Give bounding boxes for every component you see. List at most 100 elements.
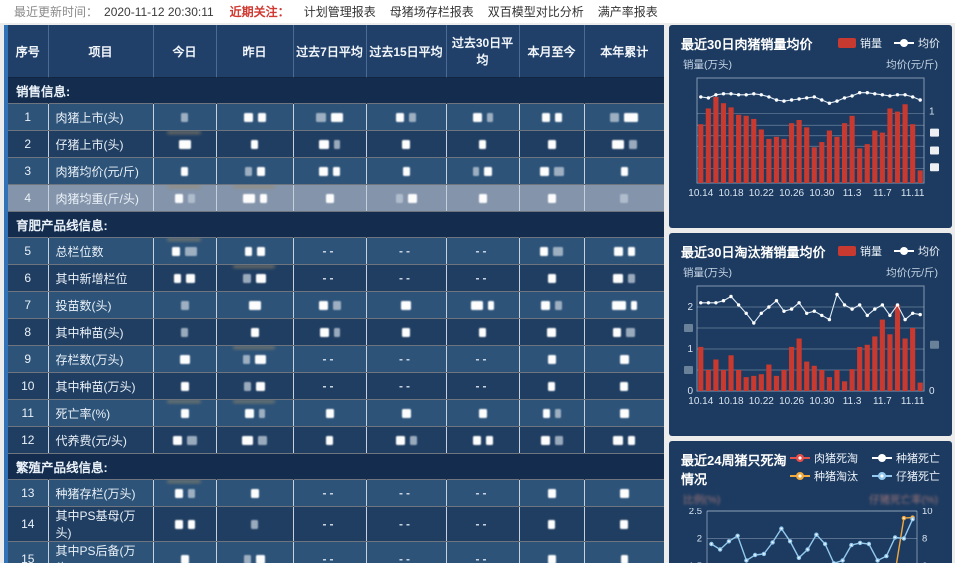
redaction-smudge (233, 346, 276, 349)
redacted-value (185, 247, 197, 257)
panel-cull-pig-sales-price: 最近30日淘汰猪销量均价 销量 均价 销量(万头) 均价(元/斤) 10.14 10… (669, 233, 952, 436)
redacted-value (181, 113, 188, 123)
value-cell (366, 399, 447, 427)
legend-label: 均价 (918, 38, 940, 50)
line-dot-swatch-icon (872, 453, 892, 463)
redacted-value (547, 274, 556, 284)
redacted-value (178, 140, 191, 150)
value-cell (366, 130, 447, 158)
svg-text:11.7: 11.7 (873, 396, 892, 407)
chart-legend: 销量 均价 (838, 243, 940, 259)
redacted-value (179, 355, 190, 365)
value-cell (519, 237, 585, 265)
table-row-10[interactable]: 10 其中种苗(万头) -- -- -- (8, 372, 664, 400)
table-row-12[interactable]: 12 代养费(元/头) (8, 426, 664, 454)
value-cell (216, 318, 294, 346)
col-header-1: 项目 (48, 25, 154, 78)
value-cell (584, 479, 664, 507)
redacted-value (627, 247, 635, 257)
y-right-axis-label: 均价(元/斤) (886, 267, 938, 279)
value-cell (153, 157, 217, 185)
chart-title: 最近30日肉猪销量均价 (681, 37, 813, 52)
line-dot-swatch-icon (872, 471, 892, 481)
menu-item-2[interactable]: 母猪场存栏报表 (389, 5, 474, 19)
table-row-9[interactable]: 9 存栏数(万头) -- -- -- (8, 345, 664, 373)
value-cell (519, 264, 585, 292)
value-cell (153, 426, 217, 454)
empty-value-dash: -- (322, 379, 337, 393)
table-row-6[interactable]: 6 其中新增栏位 -- -- -- (8, 264, 664, 292)
redacted-value (613, 247, 623, 257)
row-number: 4 (8, 184, 49, 212)
redacted-value (620, 194, 629, 204)
table-row-1[interactable]: 1 肉猪上市(头) (8, 103, 664, 131)
redacted-value (613, 274, 624, 284)
redacted-value (547, 489, 556, 499)
redacted-value (619, 489, 629, 499)
empty-value-dash: -- (399, 379, 413, 393)
value-cell (153, 399, 217, 427)
row-item-name: 其中种苗(万头) (48, 372, 154, 400)
value-cell (153, 506, 217, 542)
table-row-5[interactable]: 5 总栏位数 -- -- -- (8, 237, 664, 265)
svg-text:8: 8 (922, 534, 927, 545)
value-cell (584, 264, 664, 292)
menu-item-4[interactable]: 满产率报表 (597, 5, 658, 19)
redaction-smudge (233, 185, 276, 188)
value-cell (153, 264, 217, 292)
col-header-6: 过去30日平均 (446, 25, 520, 78)
legend-item-仔猪死亡[interactable]: 仔猪死亡 (872, 468, 940, 484)
menu-item-1[interactable]: 计划管理报表 (303, 5, 376, 19)
value-cell: -- (293, 541, 367, 563)
redacted-value (251, 520, 258, 530)
empty-value-dash: -- (399, 271, 413, 285)
legend-item-均价[interactable]: 均价 (894, 35, 940, 51)
redacted-value (547, 328, 556, 338)
value-cell: -- (293, 372, 367, 400)
redacted-value (333, 328, 340, 338)
line-dot-swatch-icon (790, 453, 810, 463)
legend-item-销量[interactable]: 销量 (838, 35, 882, 51)
table-row-8[interactable]: 8 其中种苗(头) (8, 318, 664, 346)
value-cell (366, 318, 447, 346)
row-number: 5 (8, 237, 49, 265)
redacted-value (409, 113, 416, 123)
table-row-13[interactable]: 13 种猪存栏(万头) -- -- -- (8, 479, 664, 507)
redacted-value (248, 301, 261, 311)
menu-item-3[interactable]: 双百模型对比分析 (487, 5, 584, 19)
redacted-value (619, 355, 629, 365)
table-row-3[interactable]: 3 肉猪均价(元/斤) (8, 157, 664, 185)
chart-title: 最近30日淘汰猪销量均价 (681, 245, 826, 260)
value-cell: -- (366, 264, 447, 292)
redacted-value (242, 194, 255, 204)
legend-item-销量[interactable]: 销量 (838, 243, 882, 259)
legend-item-种猪死亡[interactable]: 种猪死亡 (872, 450, 940, 466)
redacted-value (326, 436, 333, 446)
value-cell (153, 479, 217, 507)
redacted-value (258, 409, 265, 419)
table-row-7[interactable]: 7 投苗数(头) (8, 291, 664, 319)
redacted-value (244, 555, 251, 563)
col-header-8: 本年累计 (584, 25, 664, 78)
redacted-value (401, 409, 411, 419)
value-cell (216, 130, 294, 158)
row-item-name: 肉猪上市(头) (48, 103, 154, 131)
value-cell (216, 479, 294, 507)
row-number: 12 (8, 426, 49, 454)
legend-item-肉猪死淘[interactable]: 肉猪死淘 (790, 450, 858, 466)
empty-value-dash: -- (322, 271, 337, 285)
value-cell (446, 184, 520, 212)
redacted-value (319, 328, 329, 338)
value-cell (519, 318, 585, 346)
row-item-name: 投苗数(头) (48, 291, 154, 319)
table-row-4[interactable]: 4 肉猪均重(斤/头) (8, 184, 664, 212)
legend-item-均价[interactable]: 均价 (894, 243, 940, 259)
table-row-14[interactable]: 14 其中PS基母(万头) -- -- -- (8, 506, 664, 542)
redacted-value (624, 113, 639, 123)
empty-value-dash: -- (475, 517, 490, 531)
table-row-2[interactable]: 2 仔猪上市(头) (8, 130, 664, 158)
legend-item-种猪淘汰[interactable]: 种猪淘汰 (790, 468, 858, 484)
table-row-11[interactable]: 11 死亡率(%) (8, 399, 664, 427)
value-cell (293, 318, 367, 346)
